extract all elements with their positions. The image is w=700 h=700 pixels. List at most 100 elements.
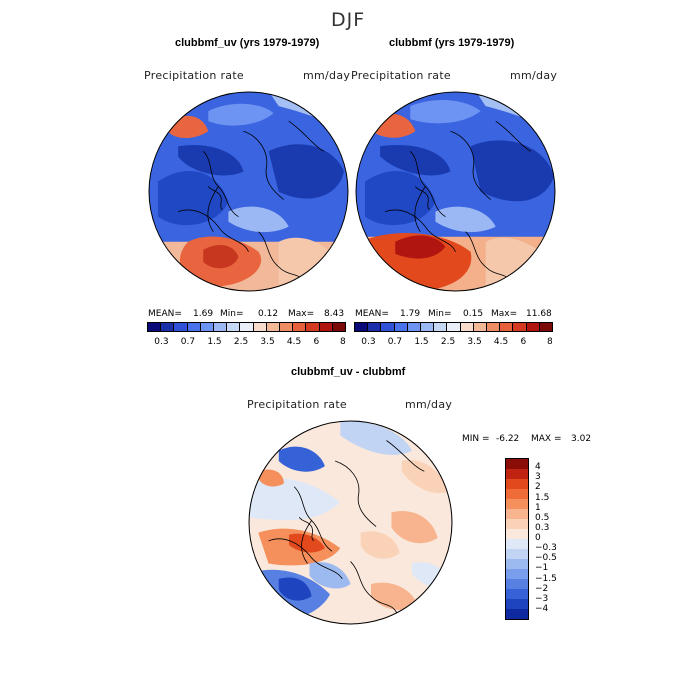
panel1-min-label: Min= [220, 309, 244, 319]
colorbar-swatch [473, 323, 488, 331]
panel3-max: 3.02 [571, 434, 592, 444]
colorbar-swatch [506, 599, 528, 609]
panel1-colorbar [147, 322, 346, 332]
colorbar-tick-label: 6 [520, 337, 527, 347]
panel2-colorbar [354, 322, 553, 332]
colorbar-tick-label: 2 [535, 482, 541, 493]
panel3-title: clubbmf_uv - clubbmf [291, 366, 406, 378]
colorbar-swatch [506, 479, 528, 489]
panel3-variable: Precipitation rate [247, 398, 347, 411]
colorbar-swatch [506, 499, 528, 509]
colorbar-tick-label: 0.3 [154, 337, 169, 347]
panel3-colorbar-ticks: 4 3 2 1.5 1 0.5 0.3 0 −0.3 −0.5 −1 −1.5 −2 −3 −4 [535, 458, 575, 620]
colorbar-swatch [240, 323, 254, 331]
colorbar-swatch [506, 589, 528, 599]
colorbar-tick-label: 0.3 [535, 522, 550, 533]
panel3-min-label: MIN = [462, 434, 490, 444]
colorbar-swatch [506, 549, 528, 559]
colorbar-tick-label: 1.5 [207, 337, 222, 347]
colorbar-swatch [506, 509, 528, 519]
colorbar-swatch [421, 323, 435, 331]
colorbar-swatch [506, 609, 528, 619]
colorbar-swatch [500, 323, 514, 331]
colorbar-tick-label: 1.5 [414, 337, 429, 347]
panel2-variable: Precipitation rate [351, 69, 451, 82]
colorbar-tick-label: −1 [535, 563, 549, 574]
panel1-variable: Precipitation rate [144, 69, 244, 82]
colorbar-swatch [506, 559, 528, 569]
colorbar-tick-label: 3 [535, 472, 541, 483]
colorbar-tick-label: 4 [535, 462, 541, 473]
colorbar-tick-label: 8 [547, 337, 553, 347]
colorbar-tick-label: 3.5 [260, 337, 275, 347]
panel2-polar-map [355, 91, 556, 292]
panel1-mean-label: MEAN= [148, 309, 182, 319]
colorbar-swatch [381, 323, 395, 331]
colorbar-swatch [368, 323, 382, 331]
colorbar-swatch [407, 323, 422, 331]
colorbar-swatch [332, 323, 346, 331]
colorbar-swatch [214, 323, 228, 331]
colorbar-tick-label: 1.5 [535, 492, 550, 503]
panel1-polar-map [148, 91, 349, 292]
colorbar-swatch [161, 323, 175, 331]
panel3-colorbar [505, 458, 529, 620]
panel2-mean-label: MEAN= [355, 309, 389, 319]
colorbar-tick-label: 1 [535, 502, 541, 513]
panel2-max-label: Max= [491, 309, 518, 319]
panel3-polar-map [248, 420, 453, 625]
colorbar-tick-label: 0 [535, 533, 541, 543]
panel1-colorbar-ticks: 0.3 0.7 1.5 2.5 3.5 4.5 6 8 [147, 337, 346, 349]
colorbar-swatch [447, 323, 461, 331]
panel1-max: 8.43 [324, 309, 345, 319]
colorbar-swatch [539, 323, 553, 331]
panel2-min-label: Min= [428, 309, 452, 319]
panel2-max: 11.68 [526, 309, 552, 319]
colorbar-tick-label: 6 [313, 337, 320, 347]
colorbar-swatch [434, 323, 448, 331]
panel3-units: mm/day [405, 398, 453, 411]
panel2-units: mm/day [510, 69, 558, 82]
colorbar-swatch [513, 323, 527, 331]
colorbar-tick-label: −4 [535, 603, 549, 614]
colorbar-tick-label: 0.5 [535, 512, 550, 523]
colorbar-swatch [526, 323, 540, 331]
colorbar-swatch [394, 323, 408, 331]
colorbar-swatch [280, 323, 294, 331]
colorbar-tick-label: −2 [535, 583, 549, 594]
colorbar-swatch [187, 323, 201, 331]
panel1-min: 0.12 [258, 309, 279, 319]
colorbar-tick-label: 4.5 [493, 337, 509, 347]
panel1-max-label: Max= [288, 309, 315, 319]
colorbar-swatch [227, 323, 241, 331]
colorbar-tick-label: −1.5 [535, 573, 557, 584]
colorbar-tick-label: 0.7 [180, 337, 196, 347]
panel2-title: clubbmf (yrs 1979-1979) [389, 37, 515, 49]
colorbar-tick-label: 2.5 [440, 337, 456, 347]
colorbar-swatch [506, 469, 528, 479]
colorbar-tick-label: −3 [535, 593, 549, 604]
colorbar-swatch [266, 323, 281, 331]
panel1-title: clubbmf_uv (yrs 1979-1979) [175, 37, 320, 49]
colorbar-tick-label: −0.3 [535, 543, 557, 554]
colorbar-swatch [148, 323, 162, 331]
colorbar-tick-label: −0.5 [535, 553, 557, 564]
colorbar-swatch [200, 323, 215, 331]
panel2-mean: 1.79 [400, 309, 421, 319]
panel2-min: 0.15 [463, 309, 484, 319]
colorbar-swatch [460, 323, 474, 331]
colorbar-swatch [506, 489, 528, 499]
colorbar-tick-label: 2.5 [233, 337, 249, 347]
colorbar-tick-label: 3.5 [467, 337, 482, 347]
colorbar-swatch [355, 323, 369, 331]
colorbar-swatch [506, 459, 528, 469]
colorbar-tick-label: 0.7 [387, 337, 403, 347]
colorbar-swatch [506, 529, 528, 539]
colorbar-swatch [487, 323, 501, 331]
panel3-max-label: MAX = [531, 434, 562, 444]
colorbar-swatch [506, 579, 528, 589]
colorbar-swatch [174, 323, 188, 331]
colorbar-swatch [293, 323, 307, 331]
colorbar-swatch [319, 323, 333, 331]
